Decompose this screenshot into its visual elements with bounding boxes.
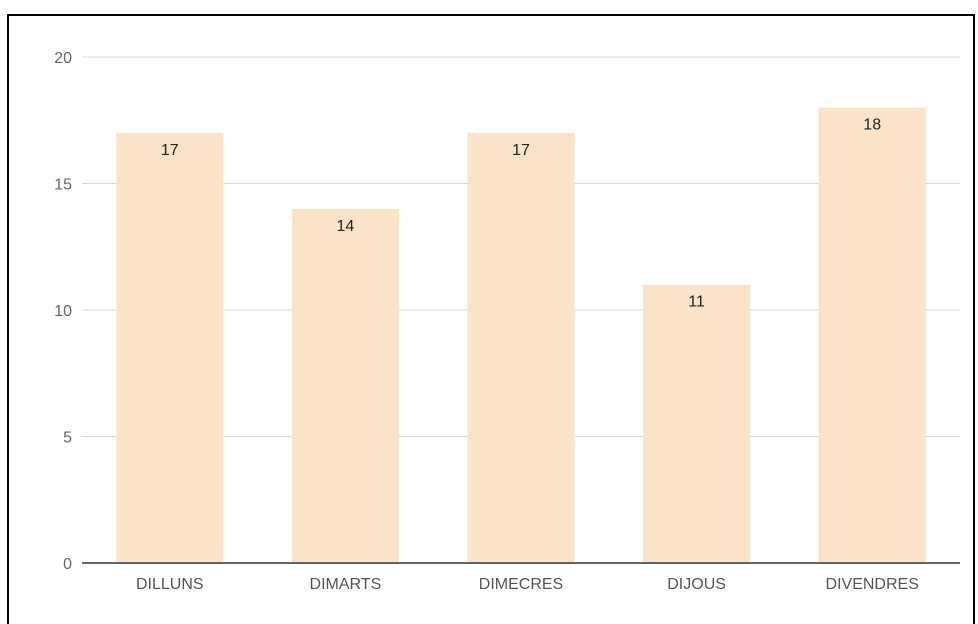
y-axis-ticks: 0 5 10 15 20 xyxy=(54,50,72,573)
x-tick-label: DIMARTS xyxy=(310,576,382,593)
y-tick-label: 20 xyxy=(54,50,72,67)
y-tick-label: 0 xyxy=(63,556,72,573)
bar-divendres xyxy=(818,107,926,563)
bar-dimarts xyxy=(291,208,399,564)
data-labels: 17 14 17 11 18 xyxy=(161,117,881,311)
y-tick-label: 10 xyxy=(54,303,72,320)
bar-dimecres xyxy=(467,132,575,563)
data-label: 18 xyxy=(863,117,881,134)
data-label: 17 xyxy=(512,142,530,159)
bar-dijous xyxy=(643,284,751,563)
x-axis-labels: DILLUNS DIMARTS DIMECRES DIJOUS DIVENDRES xyxy=(136,576,919,593)
data-label: 14 xyxy=(337,218,355,235)
data-label: 11 xyxy=(688,294,705,311)
x-tick-label: DILLUNS xyxy=(136,576,204,593)
y-tick-label: 15 xyxy=(54,177,72,194)
data-label: 17 xyxy=(161,142,179,159)
y-tick-label: 5 xyxy=(63,430,72,447)
x-tick-label: DIVENDRES xyxy=(826,576,919,593)
bars xyxy=(116,107,926,564)
bar-dilluns xyxy=(116,132,224,563)
x-tick-label: DIJOUS xyxy=(667,576,726,593)
x-tick-label: DIMECRES xyxy=(479,576,563,593)
